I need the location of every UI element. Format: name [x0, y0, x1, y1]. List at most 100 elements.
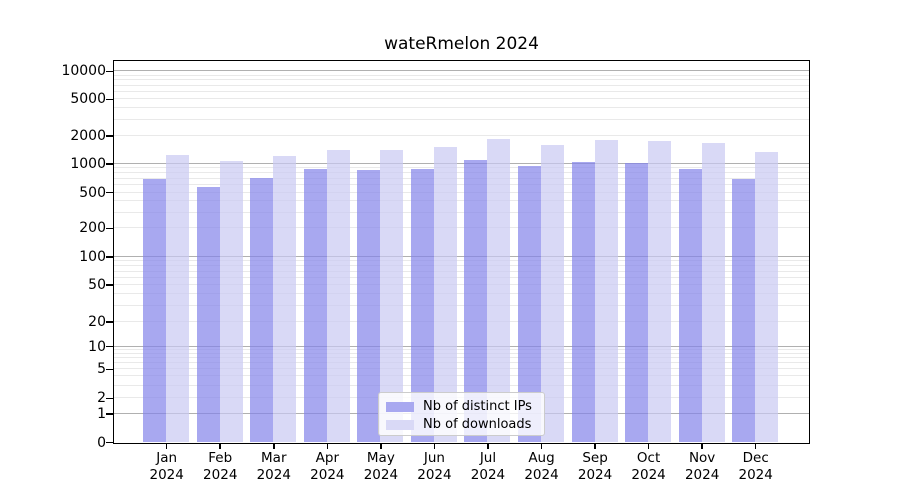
y-tick-label: 10 — [88, 338, 106, 355]
y-tick-label: 1 — [97, 406, 106, 423]
gridline-minor — [114, 211, 809, 213]
x-tick-mark — [165, 444, 168, 449]
gridline-minor — [114, 98, 809, 100]
bar-distinct-ips-jun — [410, 168, 434, 442]
bar-distinct-ips-oct — [625, 162, 649, 442]
y-tick-mark — [106, 191, 113, 194]
bar-downloads-nov — [701, 142, 725, 442]
gridline-minor — [114, 304, 809, 306]
y-tick-mark — [106, 98, 113, 100]
y-tick-label: 10000 — [61, 63, 106, 80]
gridline-minor — [114, 270, 809, 272]
y-tick-mark — [106, 368, 113, 371]
bar-downloads-jul — [487, 138, 511, 442]
bar-downloads-dec — [755, 151, 779, 442]
gridline-minor — [114, 177, 809, 179]
gridline-minor — [114, 292, 809, 294]
x-tick-mark — [594, 444, 596, 449]
chart-title: wateRmelon 2024 — [384, 34, 539, 54]
gridline-minor — [114, 227, 809, 229]
legend: Nb of distinct IPs Nb of downloads — [378, 392, 545, 436]
y-tick-label: 5000 — [70, 91, 106, 108]
gridline-minor — [114, 84, 809, 86]
x-tick-label-sep: Sep 2024 — [577, 450, 613, 483]
bar-distinct-ips-aug — [518, 165, 541, 442]
y-tick-mark — [106, 135, 113, 137]
y-tick-mark — [106, 413, 113, 415]
x-tick-label-mar: Mar 2024 — [256, 450, 291, 483]
x-tick-mark — [219, 444, 221, 449]
y-tick-label: 2000 — [70, 128, 106, 144]
bar-distinct-ips-jan — [143, 178, 167, 442]
y-tick-mark — [106, 163, 113, 165]
bar-downloads-aug — [541, 145, 564, 442]
gridline-minor — [114, 384, 809, 386]
gridline-minor — [114, 135, 809, 136]
gridline-minor — [114, 107, 809, 109]
x-tick-label-jul: Jul 2024 — [470, 450, 506, 483]
legend-item-downloads: Nb of downloads — [386, 416, 536, 433]
legend-item-distinct-ips: Nb of distinct IPs — [386, 398, 536, 415]
gridline-minor — [114, 74, 809, 76]
bar-downloads-apr — [326, 149, 350, 442]
bar-downloads-jun — [433, 146, 457, 442]
gridline-major — [114, 345, 809, 347]
gridline-minor — [114, 79, 809, 81]
y-tick-mark — [106, 284, 113, 286]
gridline-minor — [114, 375, 809, 377]
x-tick-label-may: May 2024 — [363, 450, 399, 483]
gridline-major — [114, 256, 809, 258]
y-tick-label: 500 — [79, 184, 106, 201]
gridline-minor — [114, 191, 809, 193]
y-tick-mark — [106, 256, 113, 258]
gridline-minor — [114, 172, 809, 174]
y-tick-label: 2 — [97, 390, 106, 407]
x-tick-mark — [754, 444, 757, 449]
y-tick-label: 50 — [88, 277, 106, 294]
y-tick-label: 100 — [79, 249, 106, 266]
x-tick-mark — [433, 444, 436, 449]
x-tick-label-dec: Dec 2024 — [738, 450, 773, 483]
x-tick-mark — [540, 444, 543, 449]
x-tick-mark — [701, 444, 703, 449]
legend-label-downloads: Nb of downloads — [423, 417, 532, 432]
gridline-minor — [114, 200, 809, 202]
y-tick-mark — [106, 441, 113, 444]
bar-downloads-oct — [648, 140, 672, 442]
y-tick-label: 1000 — [70, 155, 106, 172]
y-tick-label: 0 — [97, 434, 106, 451]
bar-distinct-ips-jul — [464, 159, 488, 442]
gridline-minor — [114, 90, 809, 92]
gridline-minor — [114, 284, 809, 286]
x-tick-label-oct: Oct 2024 — [631, 450, 666, 483]
y-tick-mark — [106, 70, 113, 73]
legend-swatch-distinct-ips — [386, 401, 414, 412]
bar-distinct-ips-sep — [571, 162, 595, 442]
x-tick-label-jun: Jun 2024 — [417, 450, 452, 483]
bar-downloads-may — [380, 150, 404, 442]
bar-distinct-ips-may — [357, 169, 381, 442]
gridline-major — [114, 162, 809, 164]
bar-downloads-feb — [219, 161, 243, 442]
y-tick-label: 200 — [79, 220, 106, 237]
legend-swatch-downloads — [386, 419, 414, 430]
x-tick-label-jan: Jan 2024 — [149, 450, 184, 483]
x-tick-label-aug: Aug 2024 — [524, 450, 559, 483]
x-tick-mark — [326, 444, 329, 449]
plot-area — [113, 60, 810, 444]
gridline-minor — [114, 368, 809, 370]
gridline-minor — [114, 184, 809, 186]
gridline-minor — [114, 349, 809, 351]
gridline-minor — [114, 167, 809, 169]
bar-distinct-ips-apr — [303, 169, 327, 442]
x-tick-label-apr: Apr 2024 — [310, 450, 345, 483]
x-tick-mark — [380, 444, 382, 449]
bar-distinct-ips-nov — [678, 169, 702, 442]
x-tick-label-feb: Feb 2024 — [203, 450, 238, 483]
y-tick-mark — [106, 345, 113, 348]
gridline-major — [114, 70, 809, 72]
bar-downloads-jan — [166, 154, 190, 442]
bar-distinct-ips-dec — [732, 179, 756, 442]
gridline-minor — [114, 352, 809, 354]
